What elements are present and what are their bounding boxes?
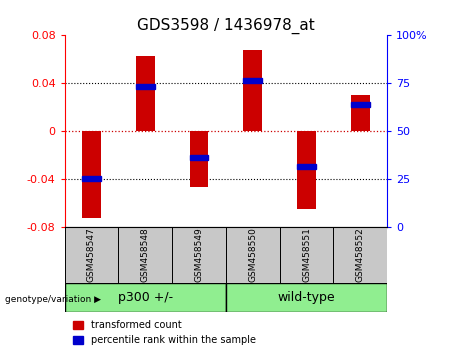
Bar bbox=[297, 131, 316, 209]
Legend: transformed count, percentile rank within the sample: transformed count, percentile rank withi… bbox=[70, 316, 260, 349]
Bar bbox=[118, 227, 172, 283]
Bar bbox=[226, 283, 387, 312]
Title: GDS3598 / 1436978_at: GDS3598 / 1436978_at bbox=[137, 18, 315, 34]
Text: p300 +/-: p300 +/- bbox=[118, 291, 173, 304]
Text: GSM458551: GSM458551 bbox=[302, 227, 311, 282]
Bar bbox=[333, 227, 387, 283]
Bar bbox=[136, 84, 154, 89]
Text: wild-type: wild-type bbox=[278, 291, 335, 304]
Bar bbox=[280, 227, 333, 283]
Bar bbox=[82, 131, 101, 218]
Bar bbox=[351, 95, 370, 131]
Text: GSM458547: GSM458547 bbox=[87, 228, 96, 282]
Bar bbox=[243, 50, 262, 131]
Bar bbox=[226, 227, 280, 283]
Bar bbox=[351, 102, 370, 107]
Text: GSM458552: GSM458552 bbox=[356, 228, 365, 282]
Text: genotype/variation ▶: genotype/variation ▶ bbox=[5, 295, 100, 304]
Bar bbox=[297, 164, 316, 169]
Bar bbox=[189, 155, 208, 160]
Bar bbox=[82, 176, 101, 181]
Text: GSM458549: GSM458549 bbox=[195, 228, 203, 282]
Bar bbox=[172, 227, 226, 283]
Bar bbox=[189, 131, 208, 187]
Bar bbox=[243, 79, 262, 83]
Bar bbox=[65, 227, 118, 283]
Bar bbox=[136, 56, 154, 131]
Text: GSM458550: GSM458550 bbox=[248, 227, 257, 282]
Bar bbox=[65, 283, 226, 312]
Text: GSM458548: GSM458548 bbox=[141, 228, 150, 282]
